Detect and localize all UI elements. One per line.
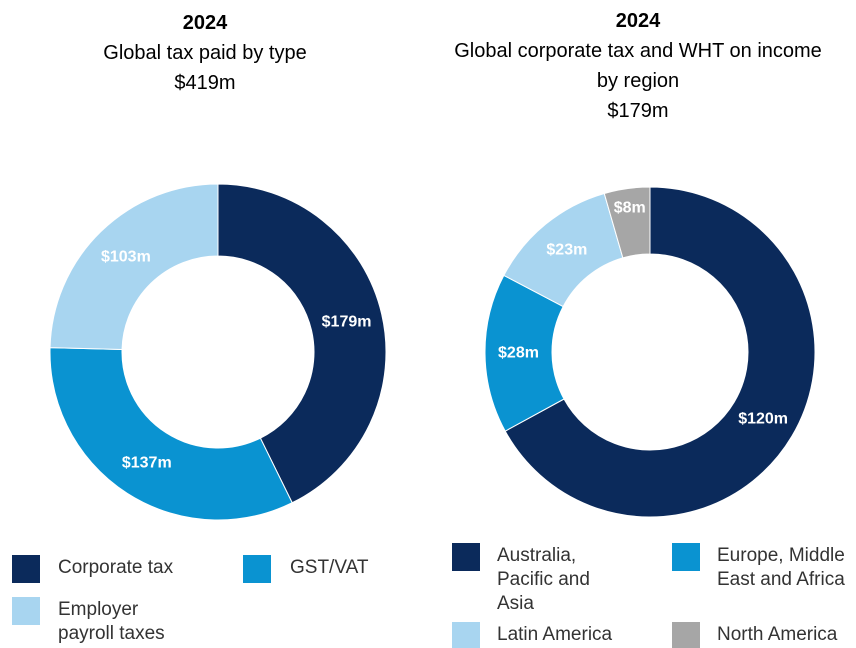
data-label: $179m bbox=[322, 313, 372, 330]
donut-slice bbox=[49, 347, 293, 521]
chart-year: 2024 bbox=[615, 10, 661, 32]
chart-title-block: 2024 Global tax paid by type $419m bbox=[40, 8, 370, 98]
legend-label: Employer payroll taxes bbox=[58, 599, 165, 644]
legend-swatch bbox=[672, 622, 700, 648]
chart-title: Global tax paid by type bbox=[103, 42, 307, 64]
legend-label: Latin America bbox=[497, 624, 613, 645]
legend-label: Corporate tax bbox=[58, 557, 174, 578]
data-label: $137m bbox=[122, 454, 172, 471]
legend-label: Europe, Middle East and Africa bbox=[717, 545, 845, 590]
legend-label: North America bbox=[717, 624, 838, 645]
donut-slice bbox=[217, 183, 387, 504]
chart-total: $179m bbox=[607, 100, 669, 122]
data-label: $8m bbox=[614, 200, 646, 217]
legend-swatch bbox=[12, 597, 40, 625]
chart-title: Global corporate tax and WHT on income b… bbox=[454, 40, 822, 92]
donut-slice bbox=[603, 186, 651, 259]
chart-title-block: 2024 Global corporate tax and WHT on inco… bbox=[448, 6, 828, 126]
data-label: $23m bbox=[546, 241, 587, 258]
legend-swatch bbox=[452, 543, 480, 571]
legend-label: Australia, Pacific and Asia bbox=[497, 545, 590, 614]
legend-label: GST/VAT bbox=[290, 557, 369, 578]
legend-swatch bbox=[452, 622, 480, 648]
legend-swatch bbox=[672, 543, 700, 571]
legend-swatch bbox=[243, 555, 271, 583]
donut-slice bbox=[504, 186, 816, 518]
legend-swatch bbox=[12, 555, 40, 583]
donut-slice bbox=[49, 183, 219, 350]
chart-total: $419m bbox=[174, 72, 236, 94]
data-label: $120m bbox=[738, 410, 788, 427]
chart-year: 2024 bbox=[182, 12, 228, 34]
data-label: $28m bbox=[498, 344, 539, 361]
data-label: $103m bbox=[101, 249, 151, 266]
